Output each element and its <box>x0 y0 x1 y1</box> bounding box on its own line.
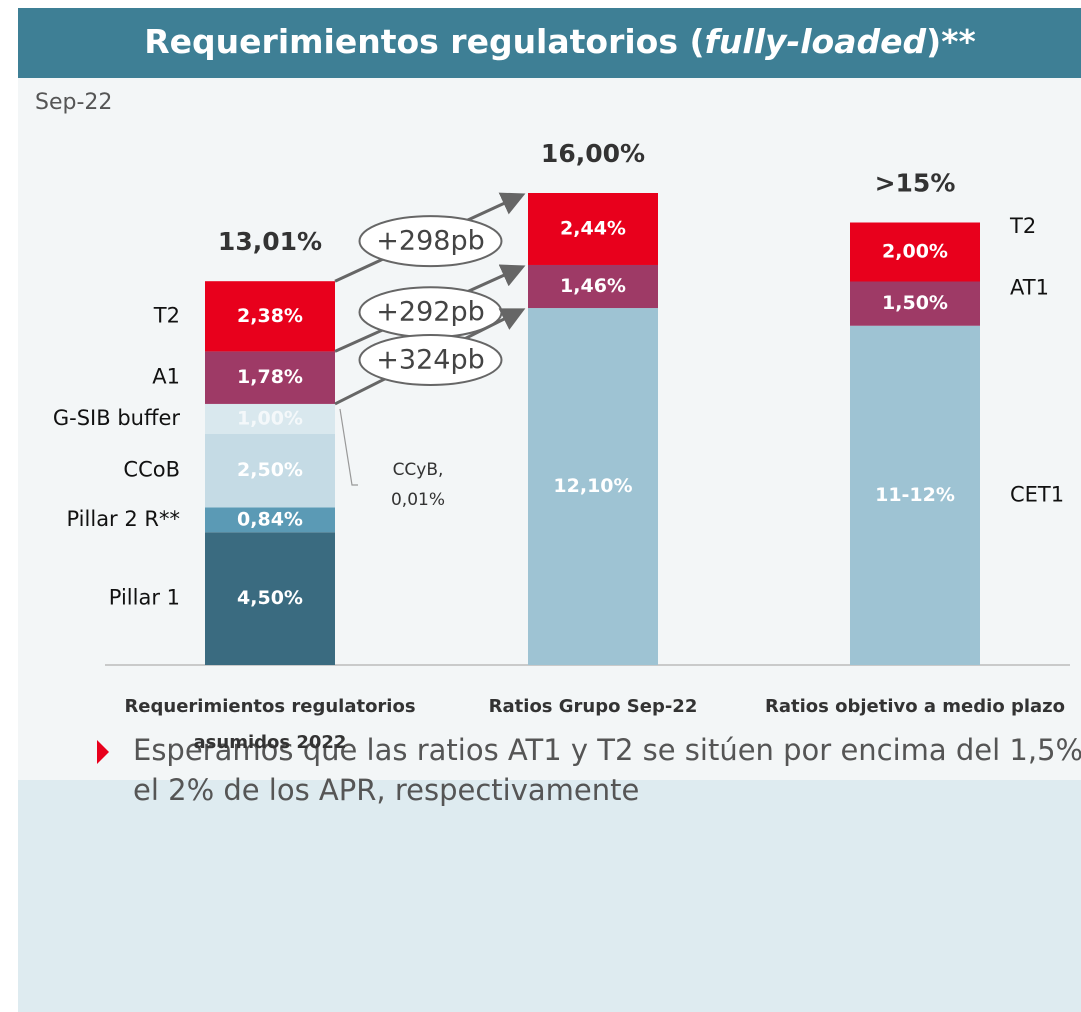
value-label: 0,84% <box>237 508 303 530</box>
annotation-label: +292pb <box>376 297 484 328</box>
value-label: 1,00% <box>237 407 303 429</box>
chart-title: Requerimientos regulatorios (fully-loade… <box>144 22 975 61</box>
category-label: Ratios Grupo Sep-22 <box>489 696 698 717</box>
bar-segment <box>528 264 658 309</box>
value-label: 1,50% <box>882 292 948 314</box>
subtitle: Sep-22 <box>35 90 112 115</box>
annotation-bubble <box>358 333 503 386</box>
value-label: 2,00% <box>882 241 948 263</box>
bar-segment <box>528 193 658 265</box>
legend-label: T2 <box>153 303 180 327</box>
bar-segment <box>528 308 658 665</box>
total-label: 13,01% <box>218 227 322 256</box>
callout-line <box>339 408 358 486</box>
value-label: 11-12% <box>875 484 955 506</box>
value-label: 1,46% <box>560 275 626 297</box>
legend-label: CET1 <box>1010 482 1064 506</box>
legend-label: AT1 <box>1010 276 1049 300</box>
bullet-icon <box>97 740 109 764</box>
bar-segment <box>205 433 335 508</box>
value-label: 12,10% <box>553 475 632 497</box>
bar-segment <box>205 404 335 434</box>
category-label: Ratios objetivo a medio plazo <box>765 696 1065 717</box>
total-label: 16,00% <box>541 139 645 168</box>
legend-label: Pillar 1 <box>109 586 180 610</box>
value-label: 2,50% <box>237 459 303 481</box>
value-label: 2,38% <box>237 305 303 327</box>
title-part: )** <box>926 22 976 61</box>
total-label: >15% <box>875 169 956 198</box>
note-line: el 2% de los APR, respectivamente <box>133 773 639 807</box>
bar-segment <box>205 532 335 665</box>
bar-segment <box>850 325 980 665</box>
annotation-label: +324pb <box>376 344 484 375</box>
bar-segment <box>850 281 980 326</box>
legend-label: A1 <box>152 365 180 389</box>
bar-segment <box>205 507 335 533</box>
title-part: fully-loaded <box>705 22 927 61</box>
callout-value: 0,01% <box>391 490 445 510</box>
legend-label: CCoB <box>123 458 180 482</box>
header-bar <box>18 8 1081 78</box>
bar-segment <box>205 281 335 352</box>
bar-segment <box>850 222 980 282</box>
value-label: 1,78% <box>237 366 303 388</box>
legend-label: T2 <box>1009 214 1036 238</box>
legend-label: G-SIB buffer <box>53 406 180 430</box>
annotation-bubble <box>358 215 503 268</box>
note-background <box>18 780 1081 1012</box>
bar-segment <box>205 351 335 404</box>
legend-label: Pillar 2 R** <box>66 507 180 531</box>
category-label: Requerimientos regulatorios <box>124 696 415 717</box>
annotation-label: +298pb <box>376 226 484 257</box>
title-part: Requerimientos regulatorios ( <box>144 22 704 61</box>
note-line: Esperamos que las ratios AT1 y T2 se sit… <box>133 733 1081 767</box>
value-label: 4,50% <box>237 587 303 609</box>
callout-name: CCyB, <box>393 460 444 480</box>
value-label: 2,44% <box>560 217 626 239</box>
category-label: asumidos 2022 <box>194 732 347 753</box>
